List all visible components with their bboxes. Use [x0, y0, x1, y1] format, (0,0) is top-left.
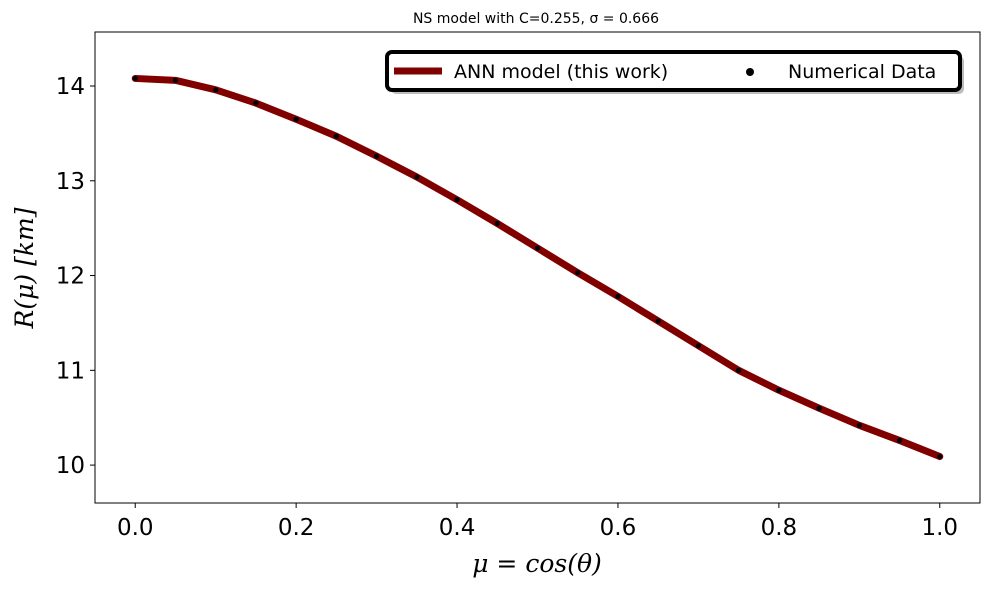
data-point — [856, 422, 862, 428]
data-point — [333, 133, 339, 139]
data-point — [655, 318, 661, 324]
data-point — [454, 197, 460, 203]
data-point — [414, 174, 420, 180]
legend: ANN model (this work) Numerical Data — [385, 50, 964, 94]
data-point — [253, 100, 259, 106]
y-tick-label: 10 — [56, 453, 85, 479]
series-line-ann-model — [131, 74, 944, 461]
data-point — [132, 75, 138, 82]
y-tick-label: 12 — [56, 264, 85, 290]
data-point — [937, 453, 943, 460]
data-point — [695, 343, 702, 349]
data-point — [615, 293, 621, 299]
data-point — [534, 245, 541, 251]
x-axis-label: μ = cos(θ) — [472, 549, 602, 578]
data-point — [172, 77, 179, 83]
legend-box — [385, 50, 962, 92]
plot-area — [131, 74, 944, 461]
legend-dot-swatch — [746, 68, 754, 76]
x-tick-label: 0.2 — [278, 515, 315, 541]
y-axis: 10 11 12 13 14 — [56, 74, 95, 479]
data-point — [736, 367, 742, 373]
x-tick-label: 0.6 — [600, 515, 637, 541]
data-point — [816, 405, 822, 411]
chart-title: NS model with C=0.255, σ = 0.666 — [413, 11, 659, 27]
data-point — [293, 116, 299, 122]
y-axis-label: R(μ) [km] — [10, 207, 39, 329]
data-point — [575, 270, 581, 276]
x-tick-label: 1.0 — [921, 515, 958, 541]
data-point — [896, 437, 903, 444]
x-tick-label: 0.0 — [117, 515, 154, 541]
x-tick-label: 0.4 — [439, 515, 476, 541]
y-tick-label: 14 — [56, 74, 85, 100]
x-axis: 0.0 0.2 0.4 0.6 0.8 1.0 — [117, 503, 958, 541]
data-point — [494, 220, 500, 227]
data-point — [373, 153, 380, 159]
y-tick-label: 11 — [56, 358, 85, 384]
axes-frame — [94, 31, 981, 504]
y-tick-label: 13 — [56, 169, 85, 195]
legend-label-numerical-data: Numerical Data — [788, 61, 936, 83]
legend-label-ann-model: ANN model (this work) — [454, 61, 668, 83]
data-point — [213, 87, 219, 93]
x-tick-label: 0.8 — [761, 515, 798, 541]
data-point — [776, 387, 782, 393]
